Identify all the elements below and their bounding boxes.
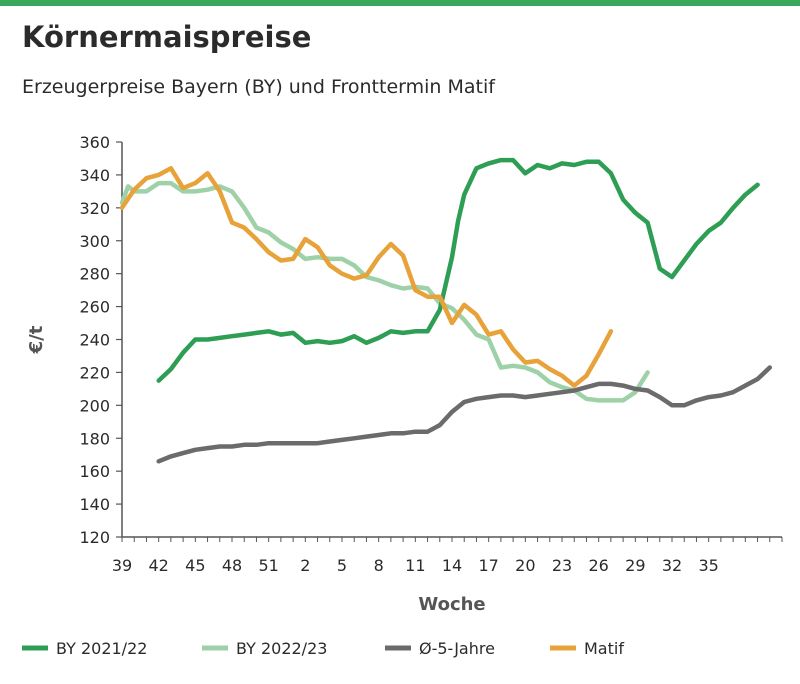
x-tick-label: 51 [258, 556, 278, 575]
y-tick-label: 320 [79, 199, 110, 218]
x-tick-label: 32 [662, 556, 682, 575]
chart-axes: 1201401601802002202402602803003203403603… [26, 133, 783, 615]
chart-title: Körnermaispreise [22, 20, 312, 54]
x-tick-label: 5 [337, 556, 347, 575]
y-tick-label: 140 [79, 495, 110, 514]
chart-subtitle: Erzeugerpreise Bayern (BY) und Frontterm… [22, 76, 495, 98]
chart-series [119, 157, 773, 464]
y-tick-label: 280 [79, 265, 110, 284]
x-tick-label: 17 [478, 556, 498, 575]
legend-label: BY 2022/23 [236, 639, 327, 658]
y-tick-label: 360 [79, 133, 110, 152]
legend-label: Ø-5-Jahre [419, 639, 495, 658]
x-tick-label: 39 [112, 556, 132, 575]
x-tick-label: 2 [300, 556, 310, 575]
top-accent-bar [0, 0, 800, 6]
x-tick-label: 26 [588, 556, 608, 575]
y-tick-label: 240 [79, 331, 110, 350]
series-line-matif [119, 166, 614, 388]
series-line-5-jahre [156, 365, 773, 464]
x-tick-label: 42 [148, 556, 168, 575]
x-tick-label: 8 [374, 556, 384, 575]
series-line-by-2022-23 [119, 180, 650, 403]
x-tick-label: 29 [625, 556, 645, 575]
y-tick-label: 160 [79, 462, 110, 481]
series-line-by-2021-22 [156, 157, 760, 383]
y-tick-label: 300 [79, 232, 110, 251]
y-tick-label: 180 [79, 429, 110, 448]
x-tick-label: 11 [405, 556, 425, 575]
x-tick-label: 48 [222, 556, 242, 575]
y-tick-label: 120 [79, 528, 110, 547]
x-tick-label: 20 [515, 556, 535, 575]
y-tick-label: 260 [79, 298, 110, 317]
x-tick-label: 23 [552, 556, 572, 575]
x-axis-title: Woche [418, 594, 485, 615]
y-tick-label: 340 [79, 166, 110, 185]
y-tick-label: 220 [79, 363, 110, 382]
chart-legend: BY 2021/22 BY 2022/23 Ø-5-Jahre Matif [22, 639, 624, 658]
x-tick-label: 14 [442, 556, 462, 575]
y-axis-title: €/t [26, 325, 47, 354]
legend-label: Matif [584, 639, 624, 658]
x-tick-label: 45 [185, 556, 205, 575]
x-tick-label: 35 [698, 556, 718, 575]
legend-label: BY 2021/22 [56, 639, 147, 658]
y-tick-label: 200 [79, 396, 110, 415]
